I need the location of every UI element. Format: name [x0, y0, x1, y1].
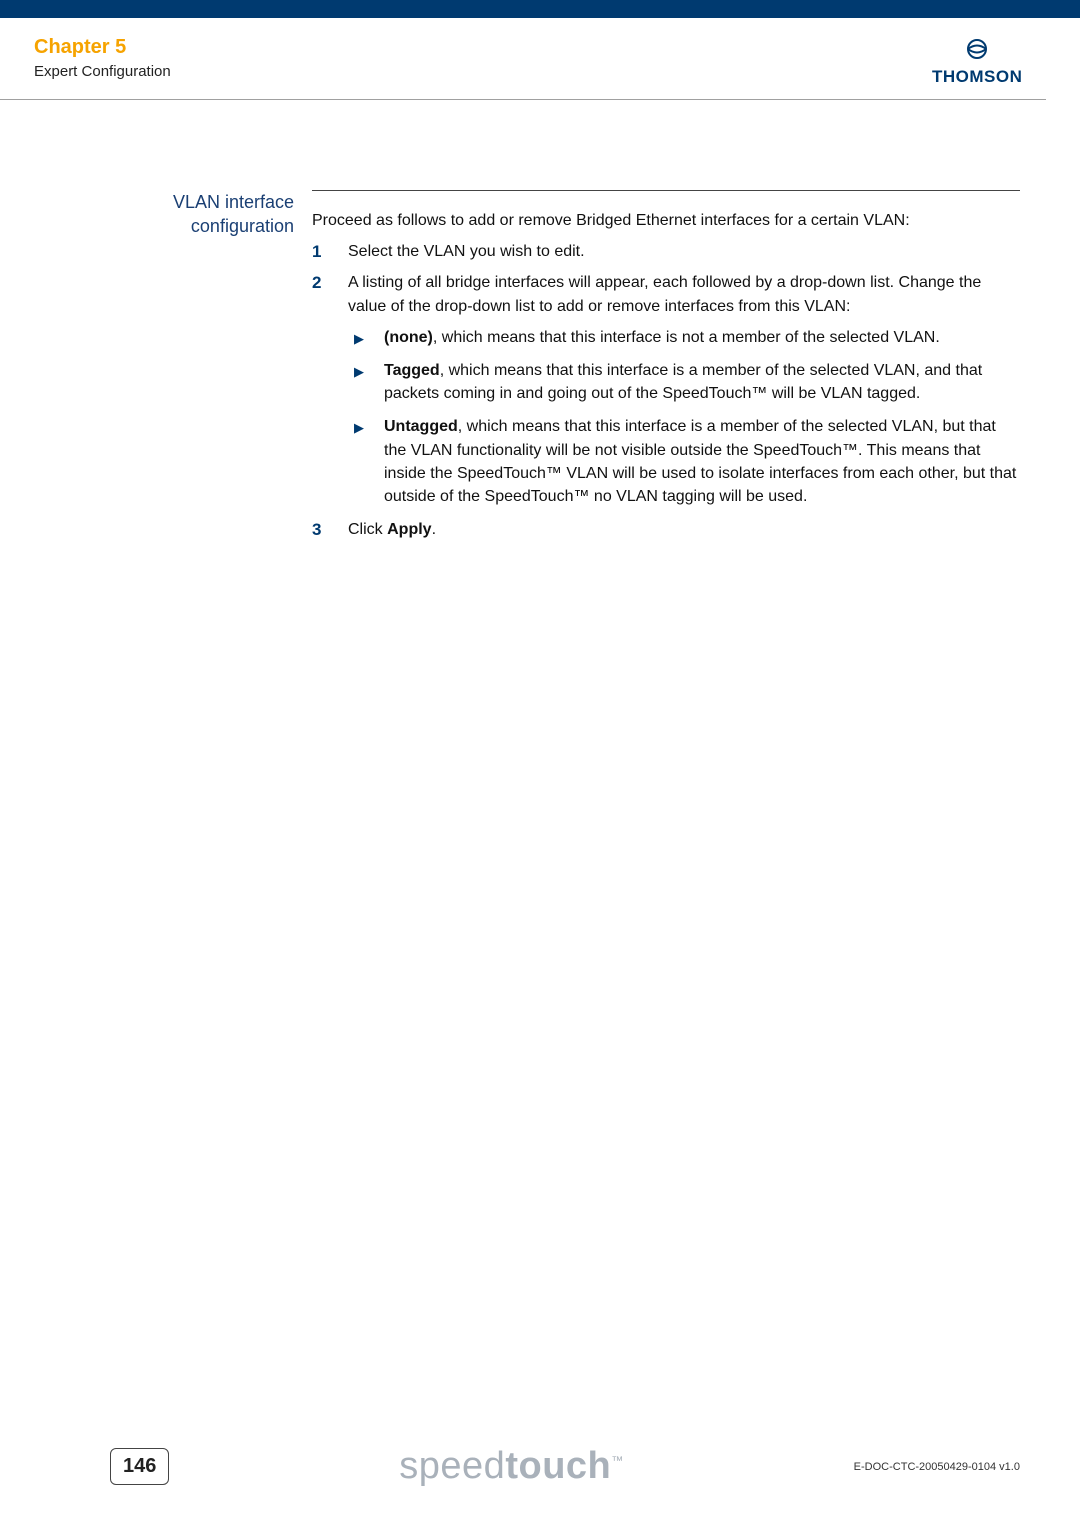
bullet-bold: Tagged	[384, 362, 440, 379]
chapter-subtitle: Expert Configuration	[34, 63, 171, 80]
side-title-line2: configuration	[191, 216, 294, 236]
step-bold: Apply	[387, 521, 431, 538]
step-pre: Click	[348, 521, 387, 538]
side-title-line1: VLAN interface	[173, 192, 294, 212]
bullet-tagged: ▶ Tagged, which means that this interfac…	[348, 359, 1020, 405]
thomson-brand-text: THOMSON	[932, 67, 1022, 87]
bullet-rest: , which means that this interface is a m…	[384, 362, 982, 402]
bullet-rest: , which means that this interface is not…	[433, 329, 940, 346]
step-number: 2	[312, 271, 321, 296]
triangle-icon: ▶	[354, 330, 364, 349]
intro-text: Proceed as follows to add or remove Brid…	[312, 209, 1020, 232]
doc-id: E-DOC-CTC-20050429-0104 v1.0	[854, 1461, 1020, 1473]
step-number: 1	[312, 240, 321, 265]
logo-light: speed	[399, 1445, 505, 1487]
content-area: VLAN interface configuration Proceed as …	[34, 190, 1020, 549]
triangle-icon: ▶	[354, 419, 364, 438]
page-number: 146	[110, 1448, 169, 1485]
step-number: 3	[312, 518, 321, 543]
logo-tm: ™	[611, 1453, 624, 1467]
section-side-title: VLAN interface configuration	[34, 190, 294, 549]
thomson-globe-icon	[932, 36, 1022, 67]
page-footer: 146 speedtouch™ E-DOC-CTC-20050429-0104 …	[0, 1445, 1080, 1488]
bullet-bold: Untagged	[384, 418, 458, 435]
step-text: A listing of all bridge interfaces will …	[348, 274, 981, 314]
logo-bold: touch	[505, 1445, 611, 1487]
bullet-untagged: ▶ Untagged, which means that this interf…	[348, 415, 1020, 508]
header-left: Chapter 5 Expert Configuration	[34, 36, 171, 80]
step-2: 2 A listing of all bridge interfaces wil…	[312, 271, 1020, 508]
sub-bullets: ▶ (none), which means that this interfac…	[348, 326, 1020, 508]
bullet-none: ▶ (none), which means that this interfac…	[348, 326, 1020, 349]
page-header: Chapter 5 Expert Configuration THOMSON	[0, 18, 1046, 100]
top-bar	[0, 0, 1080, 18]
bullet-rest: , which means that this interface is a m…	[384, 418, 1016, 505]
chapter-title: Chapter 5	[34, 36, 171, 59]
step-3: 3 Click Apply.	[312, 518, 1020, 541]
section-body: Proceed as follows to add or remove Brid…	[312, 190, 1020, 549]
thomson-logo: THOMSON	[932, 36, 1022, 87]
step-1: 1 Select the VLAN you wish to edit.	[312, 240, 1020, 263]
step-post: .	[432, 521, 436, 538]
steps-list: 1 Select the VLAN you wish to edit. 2 A …	[312, 240, 1020, 541]
bullet-bold: (none)	[384, 329, 433, 346]
step-text: Select the VLAN you wish to edit.	[348, 243, 585, 260]
triangle-icon: ▶	[354, 363, 364, 382]
speedtouch-logo: speedtouch™	[399, 1445, 623, 1488]
